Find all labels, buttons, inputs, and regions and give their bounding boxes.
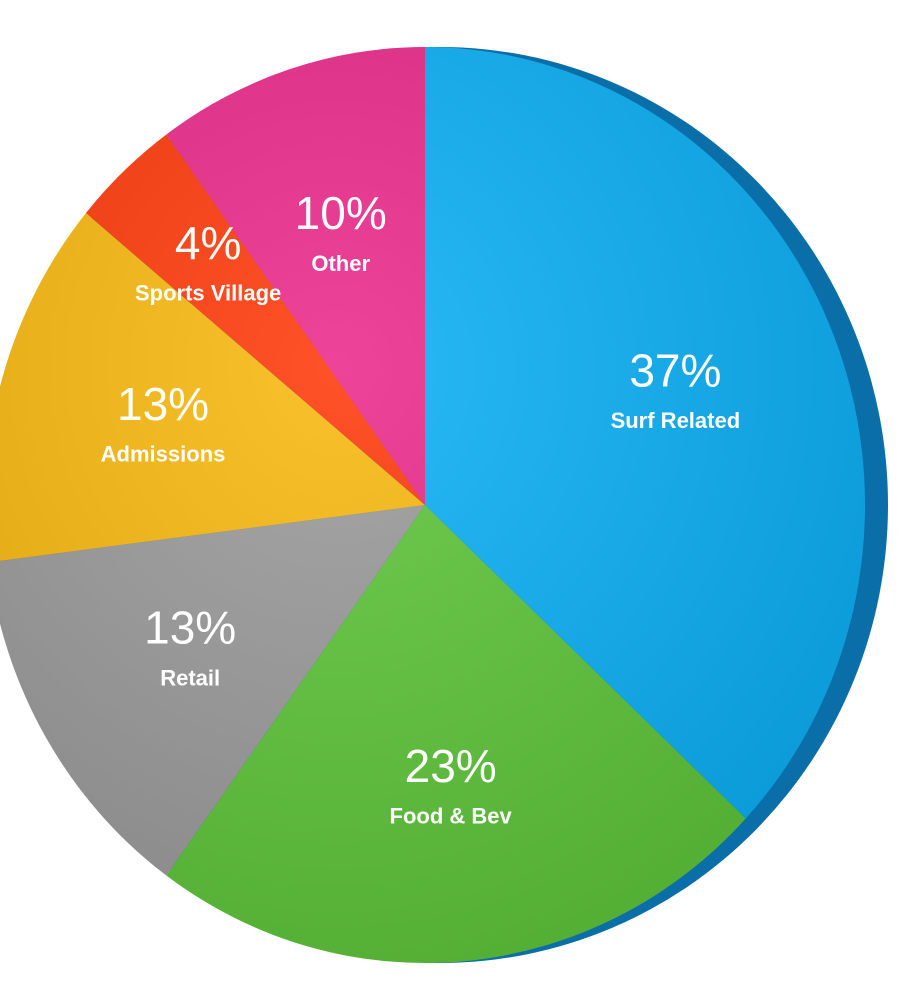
category-label: Surf Related xyxy=(611,408,741,433)
value-label: 13% xyxy=(117,378,209,430)
category-label: Retail xyxy=(160,665,220,690)
category-label: Other xyxy=(311,251,370,276)
category-label: Admissions xyxy=(101,442,226,467)
category-label: Sports Village xyxy=(135,280,281,305)
value-label: 23% xyxy=(405,740,497,792)
value-label: 13% xyxy=(144,602,236,654)
category-label: Food & Bev xyxy=(390,804,513,829)
value-label: 37% xyxy=(629,344,721,396)
value-label: 10% xyxy=(295,187,387,239)
labels: 37% Surf Related 23% Food & Bev 13% Retail 13%… xyxy=(101,187,740,828)
value-label: 4% xyxy=(175,217,241,269)
